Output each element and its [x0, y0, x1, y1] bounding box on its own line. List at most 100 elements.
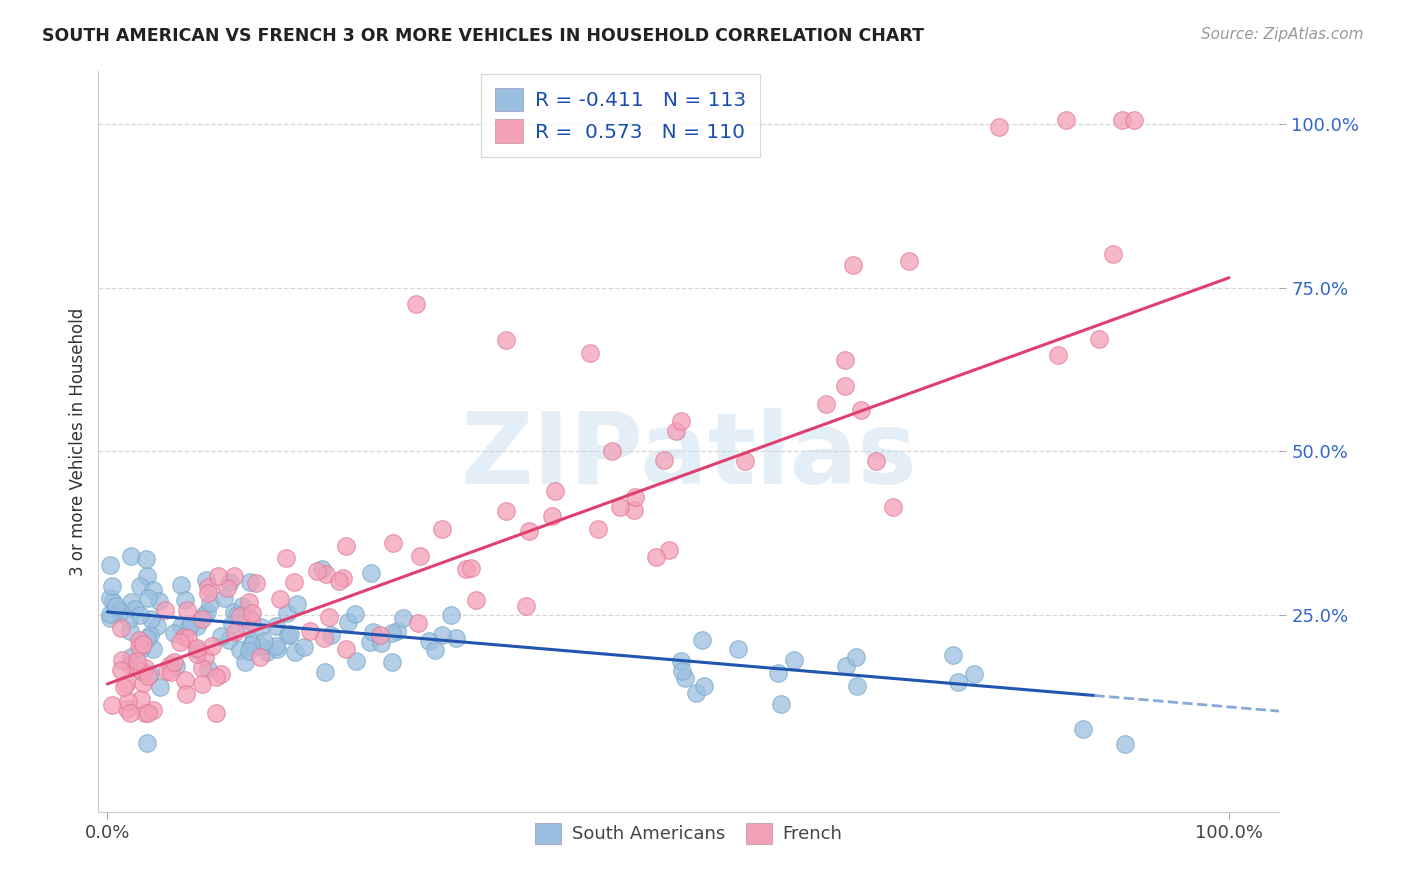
- Point: [460, 560, 482, 574]
- Point: [495, 504, 517, 518]
- Point: [515, 599, 537, 613]
- Point: [228, 608, 250, 623]
- Point: [465, 593, 488, 607]
- Point: [430, 628, 453, 642]
- Point: [269, 592, 291, 607]
- Point: [240, 636, 263, 650]
- Point: [834, 379, 856, 393]
- Point: [191, 677, 214, 691]
- Point: [446, 631, 468, 645]
- Point: [134, 706, 156, 721]
- Point: [264, 639, 287, 653]
- Point: [815, 397, 838, 411]
- Point: [212, 591, 235, 605]
- Point: [129, 608, 152, 623]
- Text: ZIPatlas: ZIPatlas: [461, 408, 917, 505]
- Point: [360, 566, 382, 580]
- Point: [155, 664, 177, 678]
- Point: [176, 602, 198, 616]
- Point: [197, 585, 219, 599]
- Point: [274, 550, 297, 565]
- Point: [129, 579, 152, 593]
- Point: [239, 611, 262, 625]
- Point: [835, 658, 858, 673]
- Point: [766, 665, 789, 680]
- Point: [253, 633, 276, 648]
- Point: [609, 500, 631, 514]
- Point: [623, 490, 645, 504]
- Point: [423, 643, 446, 657]
- Point: [392, 611, 415, 625]
- Point: [165, 659, 187, 673]
- Point: [988, 120, 1011, 134]
- Point: [176, 687, 198, 701]
- Point: [120, 658, 142, 673]
- Point: [495, 333, 517, 347]
- Point: [1088, 332, 1111, 346]
- Point: [101, 579, 124, 593]
- Point: [163, 626, 186, 640]
- Point: [727, 642, 749, 657]
- Point: [277, 628, 299, 642]
- Point: [256, 645, 278, 659]
- Point: [129, 664, 152, 678]
- Point: [233, 655, 256, 669]
- Point: [110, 621, 132, 635]
- Point: [250, 620, 273, 634]
- Text: SOUTH AMERICAN VS FRENCH 3 OR MORE VEHICLES IN HOUSEHOLD CORRELATION CHART: SOUTH AMERICAN VS FRENCH 3 OR MORE VEHIC…: [42, 27, 924, 45]
- Point: [170, 619, 193, 633]
- Point: [314, 632, 336, 646]
- Point: [209, 629, 232, 643]
- Point: [125, 661, 148, 675]
- Point: [219, 574, 242, 589]
- Point: [101, 595, 124, 609]
- Point: [381, 535, 404, 549]
- Point: [519, 524, 541, 539]
- Point: [180, 617, 202, 632]
- Point: [128, 633, 150, 648]
- Point: [136, 569, 159, 583]
- Point: [194, 649, 217, 664]
- Point: [191, 612, 214, 626]
- Point: [541, 508, 564, 523]
- Point: [98, 607, 121, 622]
- Point: [693, 679, 716, 693]
- Point: [865, 453, 887, 467]
- Point: [266, 642, 288, 657]
- Point: [224, 605, 246, 619]
- Point: [292, 640, 315, 654]
- Point: [284, 645, 307, 659]
- Point: [544, 483, 567, 498]
- Point: [669, 414, 692, 428]
- Point: [314, 665, 336, 679]
- Point: [600, 444, 623, 458]
- Point: [385, 624, 408, 638]
- Point: [770, 697, 793, 711]
- Point: [159, 657, 181, 672]
- Point: [125, 655, 148, 669]
- Point: [239, 615, 262, 629]
- Point: [132, 676, 155, 690]
- Point: [191, 661, 214, 675]
- Point: [652, 453, 675, 467]
- Point: [139, 667, 162, 681]
- Point: [882, 500, 904, 514]
- Point: [408, 615, 430, 630]
- Point: [115, 677, 138, 691]
- Point: [249, 650, 271, 665]
- Point: [225, 608, 247, 623]
- Point: [238, 644, 260, 658]
- Point: [186, 640, 208, 655]
- Point: [1122, 113, 1144, 128]
- Point: [142, 703, 165, 717]
- Point: [129, 642, 152, 657]
- Point: [238, 575, 260, 590]
- Point: [283, 574, 305, 589]
- Point: [136, 669, 159, 683]
- Point: [665, 424, 688, 438]
- Point: [363, 625, 385, 640]
- Point: [173, 630, 195, 644]
- Point: [195, 605, 218, 619]
- Point: [120, 650, 142, 665]
- Point: [298, 624, 321, 639]
